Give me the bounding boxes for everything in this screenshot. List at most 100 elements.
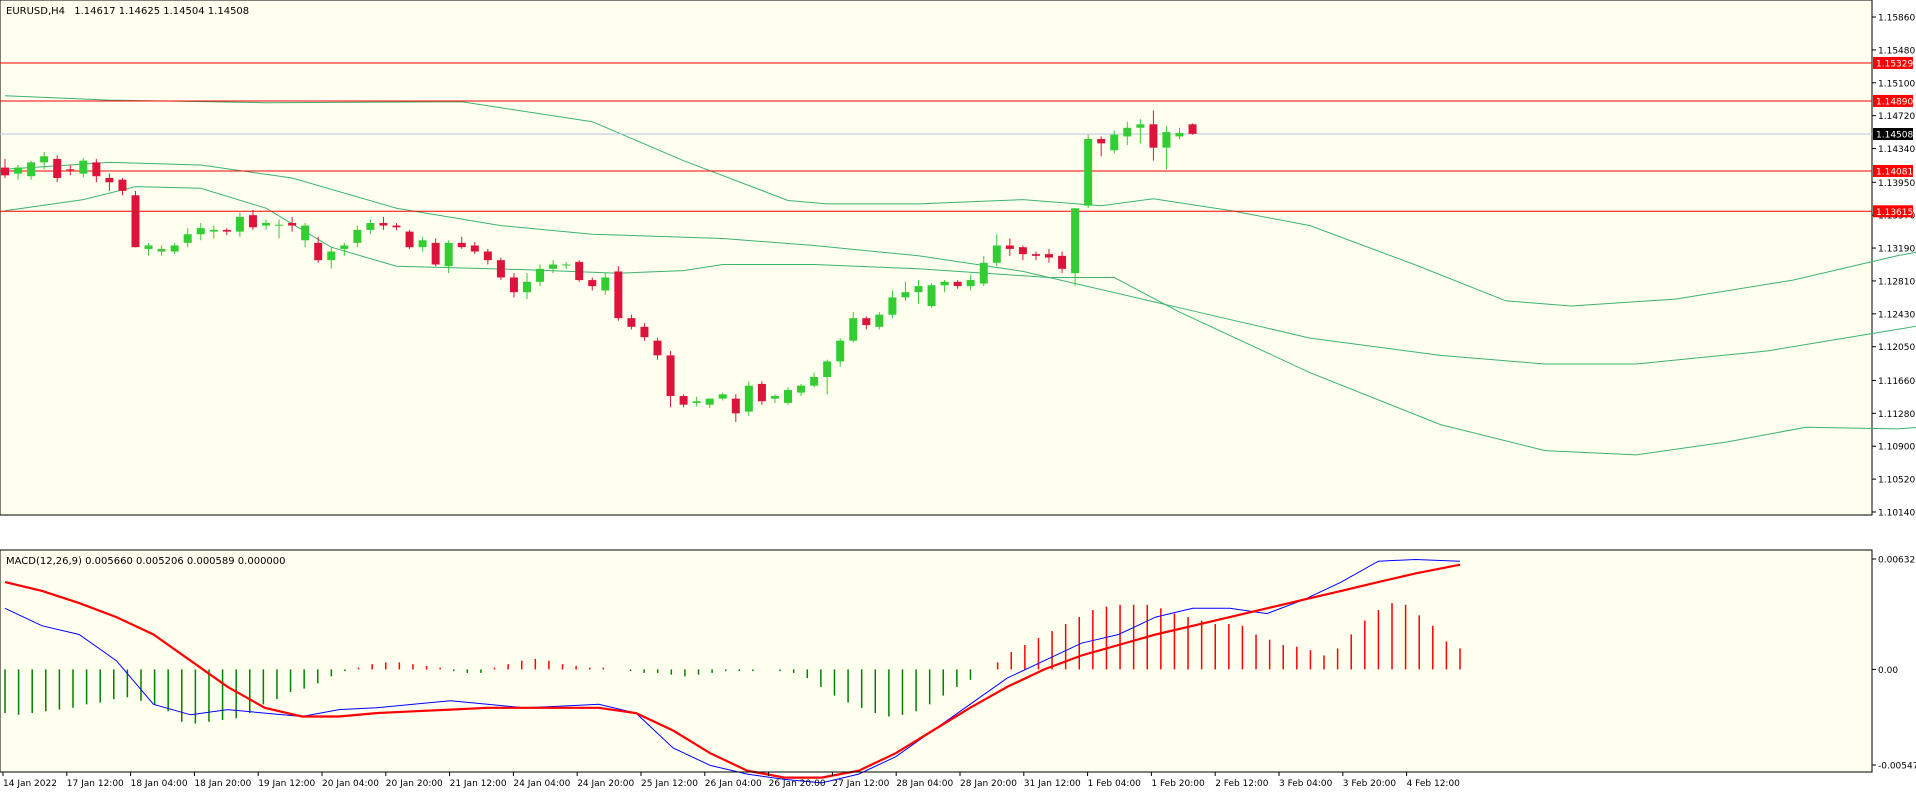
candle-body (536, 268, 545, 282)
candle-body (392, 225, 401, 228)
candle-body (314, 242, 323, 261)
level-tag-label: 1.13615 (1876, 208, 1913, 218)
candle-body (1123, 127, 1132, 137)
time-tick-label: 21 Jan 12:00 (450, 779, 507, 789)
candle-body (562, 264, 571, 266)
level-tag-label: 1.15329 (1876, 59, 1913, 69)
macd-header: MACD(12,26,9) 0.005660 0.005206 0.000589… (6, 556, 286, 567)
time-tick-label: 14 Jan 2022 (3, 779, 57, 789)
candle-body (431, 242, 440, 265)
candle-body (823, 361, 832, 377)
price-pane[interactable]: 1.15860 1.15480 1.15100 1.14720 1.14340 1.139… (0, 0, 1916, 519)
candle-body (601, 277, 610, 291)
candle-body (483, 251, 492, 261)
macd-main-line (4, 558, 1461, 784)
candle-body (614, 271, 623, 319)
candle-body (53, 158, 62, 178)
candle-body (418, 240, 427, 248)
time-tick-label: 2 Feb 12:00 (1215, 779, 1269, 789)
time-tick-label: 1 Feb 20:00 (1151, 779, 1205, 789)
candle-body (1097, 139, 1106, 144)
candle-body (731, 398, 740, 414)
candle-body (118, 179, 127, 191)
time-tick-label: 24 Jan 04:00 (513, 779, 570, 789)
candle-body (92, 162, 101, 177)
time-tick-label: 18 Jan 04:00 (131, 779, 188, 789)
candle-body (784, 389, 792, 403)
candle-body (549, 264, 558, 269)
price-tick-label: 1.10900 (1878, 443, 1915, 453)
candle-body (66, 169, 75, 171)
price-tick-label: 1.13190 (1878, 245, 1915, 255)
symbol-label: EURUSD,H4 (6, 6, 65, 17)
candlesticks (1, 110, 1197, 422)
time-tick-label: 25 Jan 12:00 (641, 779, 698, 789)
candle-body (979, 262, 988, 284)
macd-tick-label: 0.00 (1878, 666, 1898, 676)
macd-pane[interactable]: 0.006326 0.00 -0.005476 MACD(12,26,9) 0.00… (0, 549, 1916, 784)
candle-body (718, 394, 727, 399)
level-tag (1873, 94, 1913, 107)
candle-body (744, 385, 753, 412)
macd-tick-label: -0.005476 (1878, 762, 1916, 772)
time-tick-label: 27 Jan 12:00 (832, 779, 889, 789)
candle-body (40, 156, 49, 163)
level-tag (1873, 164, 1913, 177)
time-tick-label: 19 Jan 12:00 (258, 779, 315, 789)
candle-body (353, 229, 362, 243)
candle-body (1136, 124, 1145, 128)
candle-body (757, 383, 766, 402)
price-tick-label: 1.12050 (1878, 343, 1915, 353)
candle-body (692, 401, 701, 403)
candle-body (523, 281, 531, 293)
candle-body (953, 281, 962, 287)
candle-body (327, 251, 336, 261)
candle-body (444, 242, 453, 267)
price-tick-label: 1.12810 (1878, 277, 1915, 287)
time-tick-label: 28 Jan 04:00 (896, 779, 953, 789)
candle-body (105, 177, 114, 183)
candle-body (1005, 245, 1014, 249)
candle-body (509, 277, 518, 293)
time-tick-label: 1 Feb 04:00 (1088, 779, 1142, 789)
level-tag (1873, 205, 1913, 218)
candle-body (470, 245, 479, 252)
candle-body (1071, 208, 1080, 274)
time-tick-label: 26 Jan 20:00 (769, 779, 826, 789)
candle-body (1188, 124, 1197, 134)
candle-body (1162, 132, 1171, 148)
macd-lines (4, 558, 1461, 784)
time-tick-label: 31 Jan 12:00 (1024, 779, 1081, 789)
candle-body (209, 229, 218, 232)
level-tag-label: 1.14081 (1876, 167, 1913, 177)
price-tick-label: 1.14720 (1878, 112, 1915, 122)
price-tick-label: 1.11280 (1878, 410, 1915, 420)
price-tick-label: 1.10140 (1878, 509, 1915, 519)
candle-body (275, 224, 284, 226)
candle-body (183, 234, 192, 243)
candle-body (940, 281, 949, 286)
candle-body (1149, 124, 1158, 148)
price-tick-label: 1.15860 (1878, 14, 1915, 24)
time-tick-label: 3 Feb 20:00 (1343, 779, 1397, 789)
candle-body (1175, 132, 1184, 137)
price-tick-label: 1.10520 (1878, 476, 1915, 486)
candle-body (705, 398, 714, 405)
candle-body (196, 228, 205, 235)
price-tick-label: 1.13950 (1878, 179, 1915, 189)
level-tag (1873, 56, 1913, 69)
candle-body (1058, 255, 1067, 269)
candle-body (27, 162, 36, 177)
price-tick-label: 1.15480 (1878, 46, 1915, 56)
candle-body (797, 385, 806, 393)
time-tick-label: 28 Jan 20:00 (960, 779, 1017, 789)
time-tick-label: 4 Feb 12:00 (1407, 779, 1461, 789)
candle-body (875, 314, 884, 327)
symbol-header: EURUSD,H4 1.14617 1.14625 1.14504 1.1450… (6, 6, 249, 17)
price-tick-label: 1.11660 (1878, 377, 1915, 387)
candle-body (679, 396, 688, 405)
level-tag-label: 1.14890 (1876, 97, 1913, 107)
candle-body (1084, 139, 1093, 206)
price-axis: 1.15860 1.15480 1.15100 1.14720 1.14340 1.139… (1872, 14, 1915, 519)
